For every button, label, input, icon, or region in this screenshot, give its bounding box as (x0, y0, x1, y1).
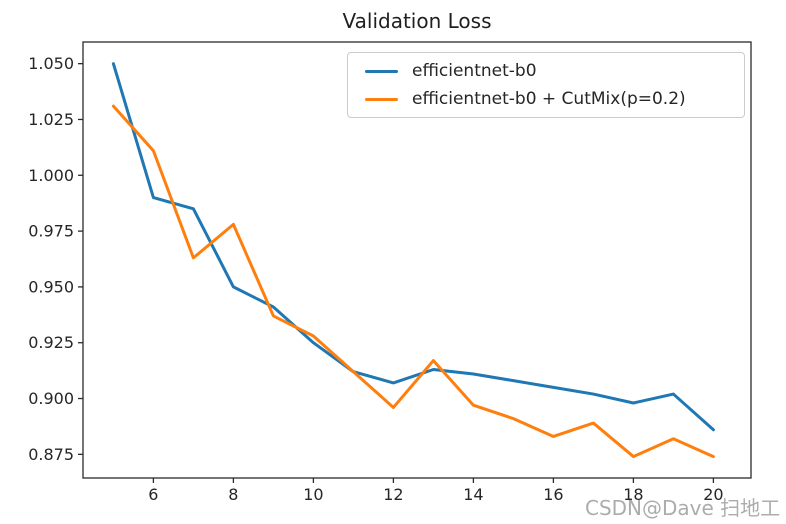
x-tick-label: 20 (703, 485, 723, 504)
y-tick-label: 0.875 (28, 445, 74, 464)
x-tick-label: 8 (228, 485, 238, 504)
y-tick-label: 0.975 (28, 222, 74, 241)
x-tick-label: 10 (303, 485, 323, 504)
x-tick-label: 18 (623, 485, 643, 504)
legend-line-swatch-orange (365, 97, 398, 101)
legend-item-efficientnet-b0: efficientnet-b0 (365, 61, 734, 81)
x-tick-label: 16 (543, 485, 563, 504)
y-tick-label: 0.925 (28, 333, 74, 352)
legend-label: efficientnet-b0 (412, 61, 537, 81)
y-tick-label: 1.025 (28, 110, 74, 129)
x-tick-label: 6 (148, 485, 158, 504)
axes-box (82, 41, 752, 479)
y-tick-label: 1.000 (28, 166, 74, 185)
legend-item-efficientnet-b0-cutmix: efficientnet-b0 + CutMix(p=0.2) (365, 89, 734, 109)
x-tick-label: 14 (463, 485, 483, 504)
x-tick-label: 12 (383, 485, 403, 504)
legend: efficientnet-b0 efficientnet-b0 + CutMix… (347, 52, 745, 118)
legend-label: efficientnet-b0 + CutMix(p=0.2) (412, 89, 686, 109)
series-line-0 (111, 62, 715, 432)
legend-line-swatch-blue (365, 69, 398, 73)
chart-title: Validation Loss (342, 9, 492, 33)
watermark: CSDN@Dave 扫地工 (585, 496, 781, 520)
y-tick-label: 1.050 (28, 54, 74, 73)
y-tick-label: 0.950 (28, 277, 74, 296)
series-line-1 (111, 104, 715, 459)
y-tick-label: 0.900 (28, 389, 74, 408)
